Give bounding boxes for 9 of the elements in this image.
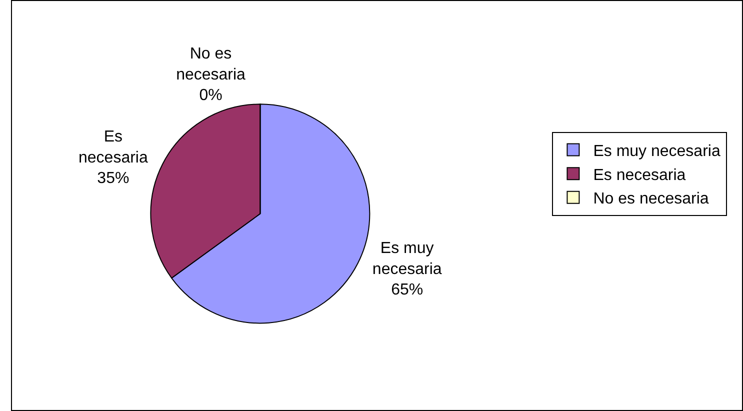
slice-label: Es muy necesaria: [372, 240, 442, 278]
legend-label: Es necesaria: [593, 166, 686, 184]
legend-label: Es muy necesaria: [593, 143, 720, 160]
slice-label: Es necesaria: [78, 128, 148, 166]
legend-label: No es necesaria: [593, 190, 709, 208]
category-label: No es necesaria: [176, 46, 246, 84]
data-label: 35%: [97, 170, 130, 188]
data-label: 65%: [391, 282, 424, 299]
text: 0%: [199, 87, 222, 104]
